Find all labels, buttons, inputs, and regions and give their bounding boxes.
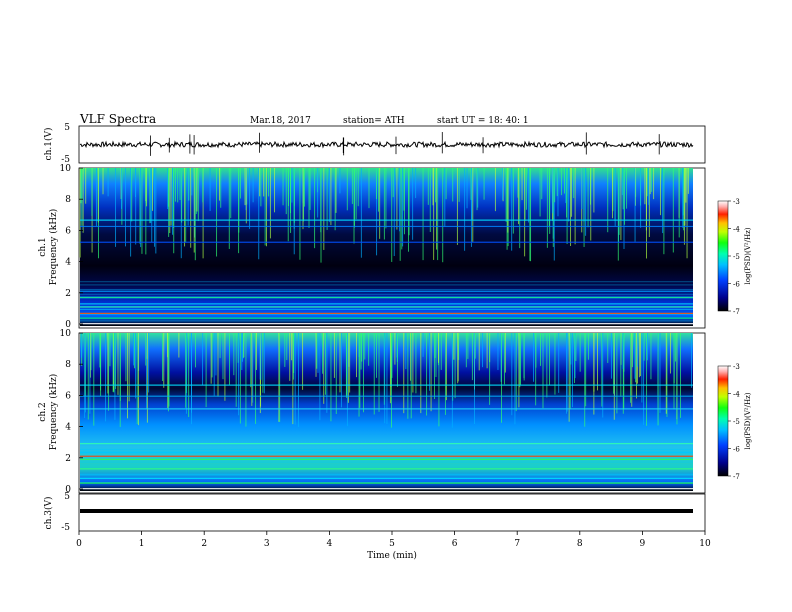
ch1-spectrogram-lines [79,168,693,325]
ch2-colorbar-gradient [717,365,729,477]
time-tick-label: 3 [264,539,270,549]
freq-tick-label: 6 [65,226,71,236]
figure-title: VLF Spectra [79,112,156,126]
ch1-spectrogram-panel: 0 2 4 6 8 10 ch.1 Frequency (kHz) [38,164,706,330]
ch1-ytick-bottom: -5 [61,155,70,165]
ch1-colorbar: -3 -4 -5 -6 -7 log(PSD)(V²/Hz) [717,198,752,316]
freq-tick-label: 4 [65,423,71,433]
ch2-frequency-ylabel: Frequency (kHz) [48,374,59,451]
ch2-colorbar-ticks: -3 -4 -5 -6 -7 [728,363,740,481]
freq-tick-label: 2 [65,289,71,299]
ch3-waveform-panel: 5 -5 ch.3(V) [43,492,706,533]
ch1-waveform-trace [79,132,694,156]
time-axis-label: Time (min) [367,550,417,561]
ch2-channel-label: ch.2 [38,402,48,421]
ch3-waveform-trace [80,509,693,513]
ch1-colorbar-label: log(PSD)(V²/Hz) [744,227,752,284]
time-tick-label: 8 [577,539,583,549]
colorbar-tick-label: -5 [733,253,740,261]
colorbar-tick-label: -3 [733,198,740,206]
freq-tick-label: 8 [65,360,71,370]
colorbar-tick-label: -4 [733,226,740,234]
colorbar-tick-label: -5 [733,418,740,426]
time-tick-label: 0 [76,539,82,549]
ch3-ytick-bottom: -5 [61,523,70,533]
colorbar-tick-label: -7 [733,473,740,481]
time-axis: 0 1 2 3 4 5 6 7 8 9 10 [76,531,711,549]
ch1-colorbar-gradient [717,200,729,312]
freq-tick-label: 6 [65,391,71,401]
freq-tick-label: 8 [65,195,71,205]
ch1-waveform-ylabel: ch.1(V) [43,128,54,161]
colorbar-tick-label: -6 [733,446,740,454]
ch2-spectrogram-panel: 0 2 4 6 8 10 ch.2 Frequency (kHz) [38,329,706,495]
time-tick-label: 2 [201,539,207,549]
colorbar-tick-label: -7 [733,308,740,316]
ch1-frequency-ylabel: Frequency (kHz) [48,209,59,286]
ch1-ytick-top: 5 [64,123,70,133]
freq-tick-label: 10 [60,329,72,339]
freq-tick-label: 10 [60,164,72,174]
ch2-colorbar: -3 -4 -5 -6 -7 log(PSD)(V²/Hz) [717,363,752,481]
time-tick-label: 7 [514,539,520,549]
ch1-colorbar-ticks: -3 -4 -5 -6 -7 [728,198,740,316]
time-tick-label: 9 [640,539,646,549]
station-label: station= ATH [343,116,405,126]
ch1-spectrogram-yticks: 0 2 4 6 8 10 [60,164,83,330]
colorbar-tick-label: -4 [733,391,740,399]
ch2-spectrogram-yticks: 0 2 4 6 8 10 [60,329,83,495]
time-tick-label: 4 [327,539,333,549]
ch2-colorbar-label: log(PSD)(V²/Hz) [744,392,752,449]
colorbar-tick-label: -6 [733,281,740,289]
ch1-channel-label: ch.1 [38,237,48,256]
colorbar-tick-label: -3 [733,363,740,371]
freq-tick-label: 4 [65,258,71,268]
start-time-label: start UT = 18: 40: 1 [437,116,529,126]
ch1-waveform-panel: 5 -5 ch.1(V) [43,123,706,165]
freq-tick-label: 2 [65,454,71,464]
ch3-ytick-top: 5 [64,492,70,502]
ch2-spectrogram-lines [80,333,693,490]
ch3-waveform-ylabel: ch.3(V) [43,497,54,530]
ch1-spectrogram-image [80,168,693,326]
freq-tick-label: 0 [65,320,71,330]
time-tick-label: 10 [699,539,711,549]
time-tick-label: 5 [389,539,395,549]
ch1-trace-line [79,140,694,149]
date-label: Mar.18, 2017 [250,116,311,126]
time-tick-label: 6 [452,539,458,549]
time-tick-label: 1 [139,539,145,549]
freq-tick-label: 0 [65,485,71,495]
